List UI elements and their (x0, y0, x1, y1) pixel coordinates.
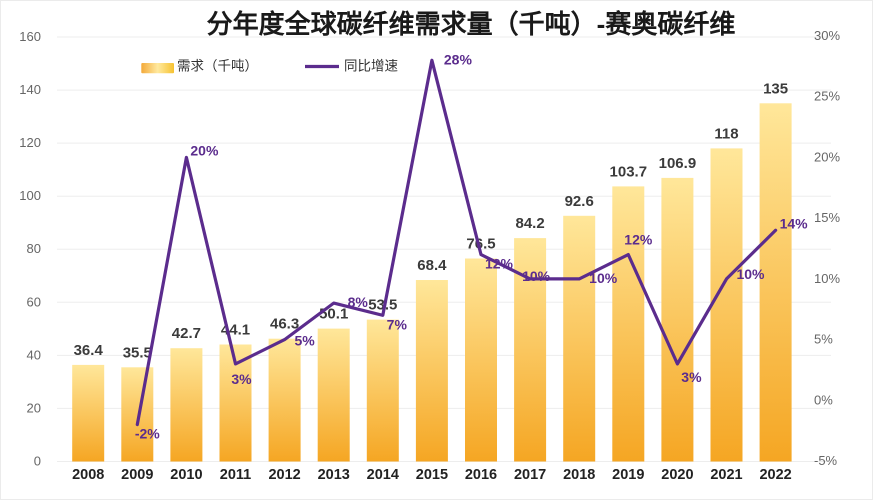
svg-text:118: 118 (714, 125, 738, 142)
svg-text:2019: 2019 (612, 467, 644, 483)
svg-text:2013: 2013 (318, 467, 350, 483)
svg-text:106.9: 106.9 (659, 155, 697, 172)
svg-text:36.4: 36.4 (74, 342, 104, 359)
svg-text:10%: 10% (814, 271, 840, 286)
svg-text:2020: 2020 (661, 467, 693, 483)
svg-text:2014: 2014 (367, 467, 399, 483)
svg-text:25%: 25% (814, 89, 840, 104)
svg-text:-5%: -5% (814, 453, 838, 468)
svg-text:2017: 2017 (514, 467, 546, 483)
svg-text:5%: 5% (294, 333, 315, 349)
svg-text:2016: 2016 (465, 467, 497, 483)
svg-text:10%: 10% (736, 266, 765, 282)
svg-text:14%: 14% (780, 215, 809, 231)
svg-text:80: 80 (27, 241, 41, 256)
svg-text:8%: 8% (348, 294, 369, 310)
svg-text:0%: 0% (814, 392, 833, 407)
svg-text:20%: 20% (190, 142, 219, 158)
svg-text:10%: 10% (522, 268, 551, 284)
svg-text:5%: 5% (814, 332, 833, 347)
svg-text:35.5: 35.5 (123, 344, 152, 361)
svg-text:3%: 3% (231, 371, 252, 387)
svg-text:20: 20 (27, 400, 41, 415)
svg-text:135: 135 (763, 80, 788, 97)
svg-text:2010: 2010 (170, 467, 202, 483)
svg-text:68.4: 68.4 (417, 257, 447, 274)
svg-text:分年度全球碳纤维需求量（千吨）-赛奥碳纤维: 分年度全球碳纤维需求量（千吨）-赛奥碳纤维 (207, 9, 736, 39)
svg-text:140: 140 (19, 82, 41, 97)
svg-text:2021: 2021 (710, 467, 742, 483)
svg-text:2015: 2015 (416, 467, 448, 483)
svg-text:2012: 2012 (268, 467, 300, 483)
svg-text:12%: 12% (485, 256, 514, 272)
svg-text:92.6: 92.6 (565, 193, 594, 210)
svg-text:42.7: 42.7 (172, 325, 201, 342)
svg-text:40: 40 (27, 347, 41, 362)
svg-text:12%: 12% (624, 232, 653, 248)
svg-text:60: 60 (27, 294, 41, 309)
svg-text:2008: 2008 (72, 467, 104, 483)
svg-text:0: 0 (34, 454, 41, 469)
svg-text:2022: 2022 (759, 467, 791, 483)
svg-text:3%: 3% (681, 369, 702, 385)
svg-text:100: 100 (19, 188, 41, 203)
svg-text:-2%: -2% (135, 426, 160, 442)
svg-text:120: 120 (19, 135, 41, 150)
svg-text:103.7: 103.7 (610, 163, 648, 180)
svg-text:20%: 20% (814, 149, 840, 164)
svg-text:10%: 10% (589, 270, 618, 286)
svg-text:84.2: 84.2 (515, 215, 544, 232)
svg-text:28%: 28% (444, 51, 473, 67)
svg-text:2011: 2011 (220, 467, 251, 483)
svg-text:同比增速: 同比增速 (344, 59, 398, 74)
svg-text:需求（千吨）: 需求（千吨） (177, 59, 258, 74)
svg-text:50.1: 50.1 (319, 306, 348, 323)
svg-text:7%: 7% (387, 316, 408, 332)
svg-text:160: 160 (19, 29, 41, 44)
svg-text:30%: 30% (814, 28, 840, 43)
svg-text:2018: 2018 (563, 467, 595, 483)
svg-text:2009: 2009 (121, 467, 153, 483)
svg-text:15%: 15% (814, 210, 840, 225)
